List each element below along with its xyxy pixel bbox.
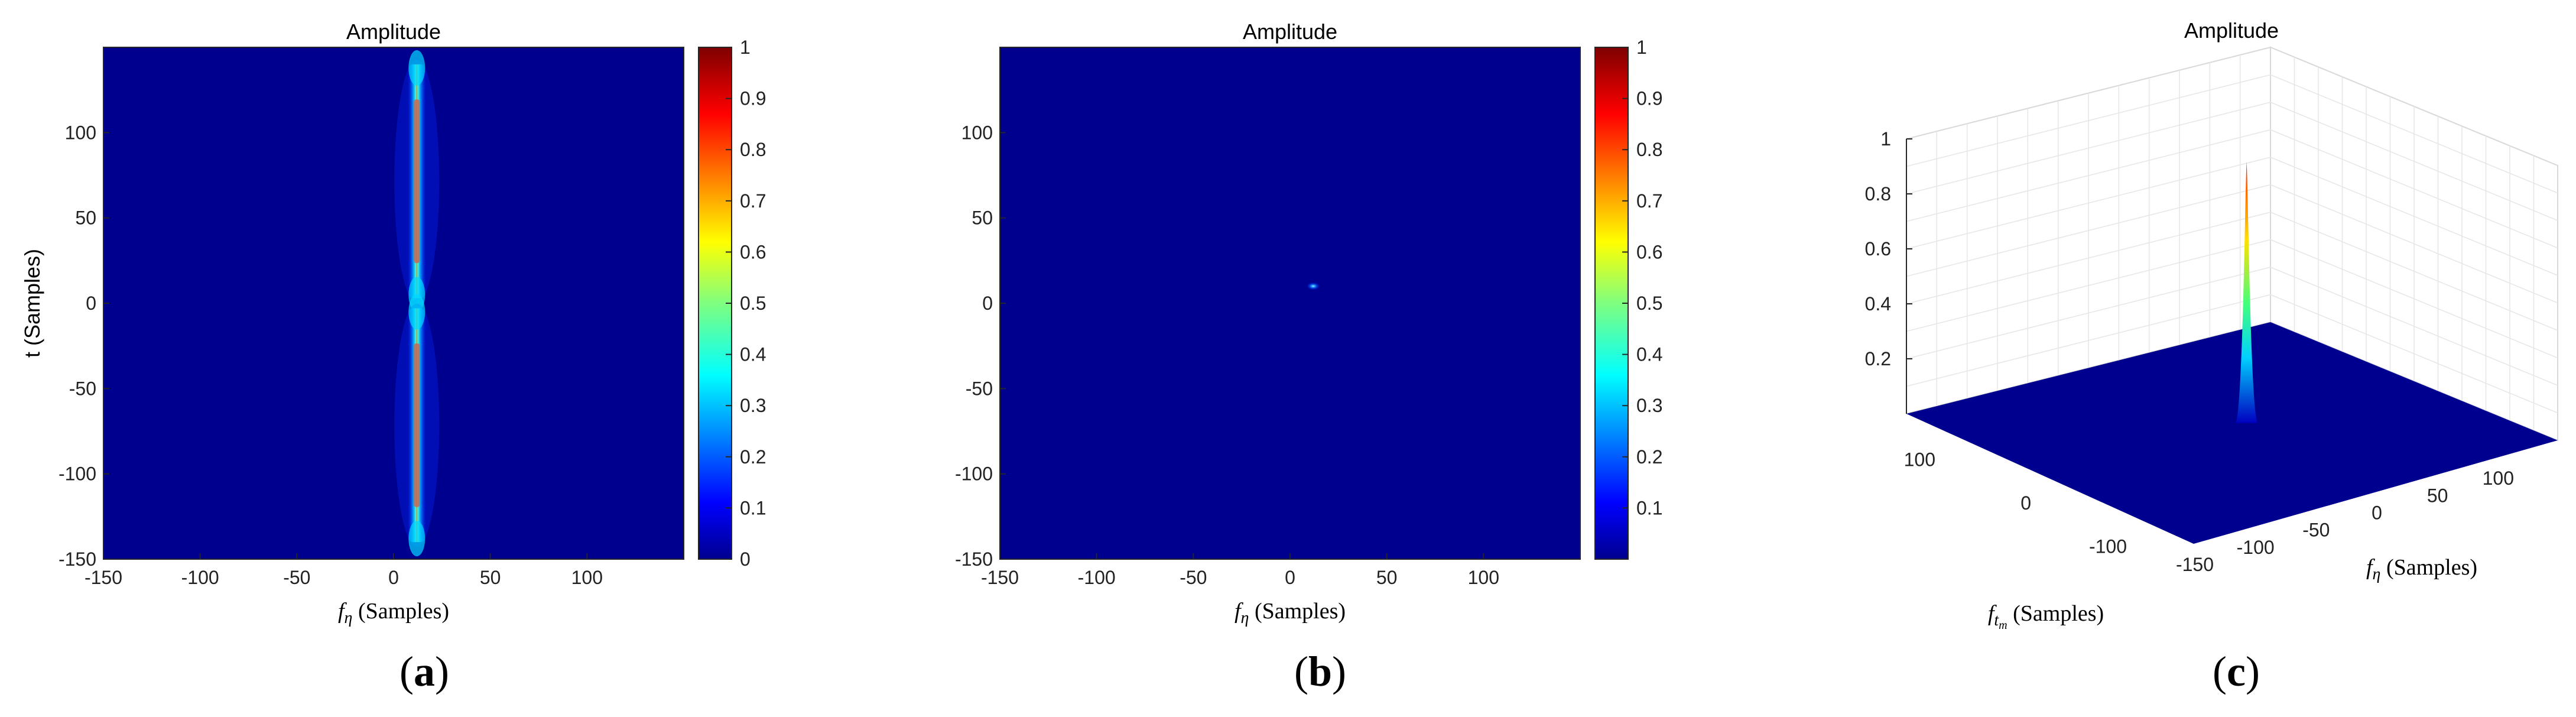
z-tick-label: 0.8 [1865,183,1891,205]
x-tick-label: -100 [2237,537,2275,558]
colorbar-tick-label: 1 [740,37,751,58]
panel-caption: (a) [399,648,449,695]
y-tick-label: -100 [2089,536,2127,557]
heatmap-background [103,47,684,559]
x-tick-label: -100 [1078,567,1116,588]
heatmap-background [1000,47,1580,559]
chart-title: Amplitude [2184,18,2279,43]
x-axis-label: fη (Samples) [338,599,449,627]
surface-floor [1906,322,2558,544]
colorbar-tick-label: 0 [740,549,751,570]
z-tick-label: 0.4 [1865,293,1891,314]
x-tick-label: -50 [283,567,310,588]
colorbar-tick-label: 0.1 [1636,497,1662,518]
x-tick-label: 100 [2483,468,2514,489]
x-tick-label: 50 [1376,567,1398,588]
heatmap-point-0 [1306,282,1321,291]
x-tick-label: -50 [2302,520,2330,541]
x-tick-label: 100 [1468,567,1499,588]
y-tick-label: 50 [972,207,993,229]
y-tick-label: -100 [955,463,993,485]
panel-caption: (c) [2213,648,2260,695]
heatmap-streak-1 [394,294,440,557]
y-axis: 100 0 -100 [1904,449,2127,557]
x-axis-label: fη (Samples) [1235,599,1346,627]
y-tick-label: -150 [955,549,993,570]
heatmap-panel-a: Amplitude -150 -100 -50 0 50 100 100 50 0 -50 -100 -… [20,20,766,695]
y-tick-label: -150 [59,549,96,570]
colorbar-tick-label: 0.6 [1636,241,1662,262]
x-axis-label: fη (Samples) [2366,555,2477,583]
colorbar-tick-label: 0.5 [1636,293,1662,314]
y-tick-label: 0 [982,293,993,314]
heatmap-panel-b: Amplitude -150 -100 -50 0 50 100 100 50 0 -50 -100 -… [955,20,1663,695]
colorbar-tick-label: 0.8 [740,139,766,160]
x-tick-label: 0 [2372,502,2382,524]
z-tick-label: 0.2 [1865,348,1891,369]
colorbar-tick-label: 0.9 [740,88,766,109]
colorbar-tick-label: 0.3 [740,395,766,416]
colorbar-tick-label: 0.4 [740,344,766,365]
heatmap-streak-0 [394,50,440,313]
x-tick-label: -150 [981,567,1019,588]
colorbar-tick-label: 0.3 [1636,395,1662,416]
x-tick-label: -50 [1180,567,1207,588]
z-tick-label: 0.6 [1865,238,1891,259]
x-tick-label: 100 [571,567,603,588]
y-tick-label: 100 [1904,449,1935,471]
panel-caption: (b) [1294,648,1346,695]
y-tick-label: 50 [75,207,96,229]
y-tick-label: 100 [65,122,96,143]
y-tick-label: -50 [69,378,96,399]
colorbar-tick-label: 0.5 [740,293,766,314]
colorbar-tick-label: 0.1 [740,497,766,518]
x-tick-label: 0 [388,567,399,588]
x-tick-label: -150 [85,567,122,588]
colorbar-tick-label: 0.2 [1636,446,1662,468]
x-tick-label: 50 [2427,485,2448,506]
colorbar-tick-label: 0.8 [1636,139,1662,160]
z-tick-label: 1 [1880,128,1891,150]
surface-grid [1906,54,2558,431]
x-tick-label: -150 [2176,554,2214,575]
colorbar-tick-label: 0.7 [1636,190,1662,212]
colorbar-tick-label: 1 [1636,37,1647,58]
chart-title: Amplitude [1243,20,1337,44]
surface-panel-c: 1 0.8 0.6 0.4 0.2 100 0 -100 -150 -100 -50 0 50 100 fη… [1865,18,2558,695]
x-tick-label: 50 [480,567,501,588]
z-axis: 1 0.8 0.6 0.4 0.2 [1865,128,1912,414]
x-axis: -150 -100 -50 0 50 100 [2176,468,2514,575]
colorbar-tick-label: 0.2 [740,446,766,468]
surface-peak [2236,161,2257,423]
x-tick-label: 0 [1285,567,1295,588]
chart-title: Amplitude [346,20,441,44]
y-tick-label: 0 [86,293,96,314]
colorbar-tick-label: 0.9 [1636,88,1662,109]
x-tick-label: -100 [181,567,219,588]
colorbar-tick-label: 0.6 [740,241,766,262]
y-tick-label: 100 [961,122,993,143]
y-axis-label: t (Samples) [20,249,44,358]
y-tick-label: 0 [2020,492,2031,514]
y-tick-label: -50 [966,378,993,399]
y-tick-label: -100 [59,463,96,485]
colorbar-tick-label: 0.4 [1636,344,1662,365]
y-axis-label: ftm (Samples) [1988,601,2104,632]
colorbar-tick-label: 0.7 [740,190,766,212]
